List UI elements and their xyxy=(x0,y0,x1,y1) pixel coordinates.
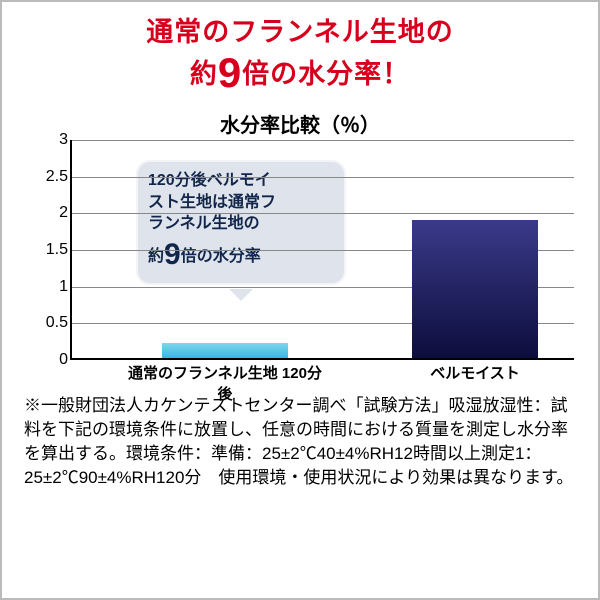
ytick-label: 1.5 xyxy=(28,241,68,259)
chart-plot: 120分後ベルモイ スト生地は通常フ ランネル生地の 約9倍の水分率 00.51… xyxy=(70,140,574,360)
ytick-label: 3 xyxy=(28,131,68,149)
callout-big-number: 9 xyxy=(164,238,181,271)
gridline xyxy=(72,140,574,141)
callout-line1: 120分後ベルモイ xyxy=(148,172,271,189)
headline: 通常のフランネル生地の 約9倍の水分率！ xyxy=(2,2,598,101)
headline-suffix: 倍の水分率！ xyxy=(242,59,410,89)
headline-big-number: 9 xyxy=(218,49,242,96)
headline-line2: 約9倍の水分率！ xyxy=(2,49,598,97)
bar-xlabel: ベルモイスト xyxy=(375,358,575,383)
ytick-label: 2 xyxy=(28,204,68,222)
callout-line2: スト生地は通常フ xyxy=(148,194,276,211)
bar xyxy=(162,343,288,358)
gridline xyxy=(72,177,574,178)
bar xyxy=(412,220,538,358)
chart-title: 水分率比較（％） xyxy=(26,109,574,138)
gridline xyxy=(72,213,574,214)
headline-line1: 通常のフランネル生地の xyxy=(2,10,598,49)
chart: 水分率比較（％） 120分後ベルモイ スト生地は通常フ ランネル生地の 約9倍の… xyxy=(26,109,574,360)
ytick-label: 0.5 xyxy=(28,314,68,332)
bar-xlabel: 通常のフランネル生地 120分後 xyxy=(125,358,325,404)
footer-text: ※一般財団法人カケンテストセンター調べ「試験方法」吸湿放湿性：試料を下記の環境条… xyxy=(24,394,576,491)
chart-callout: 120分後ベルモイ スト生地は通常フ ランネル生地の 約9倍の水分率 xyxy=(136,160,346,285)
ytick-label: 2.5 xyxy=(28,168,68,186)
headline-prefix: 約 xyxy=(190,59,218,89)
callout-line3: ランネル生地の xyxy=(148,215,260,232)
ytick-label: 1 xyxy=(28,278,68,296)
ytick-label: 0 xyxy=(28,351,68,369)
